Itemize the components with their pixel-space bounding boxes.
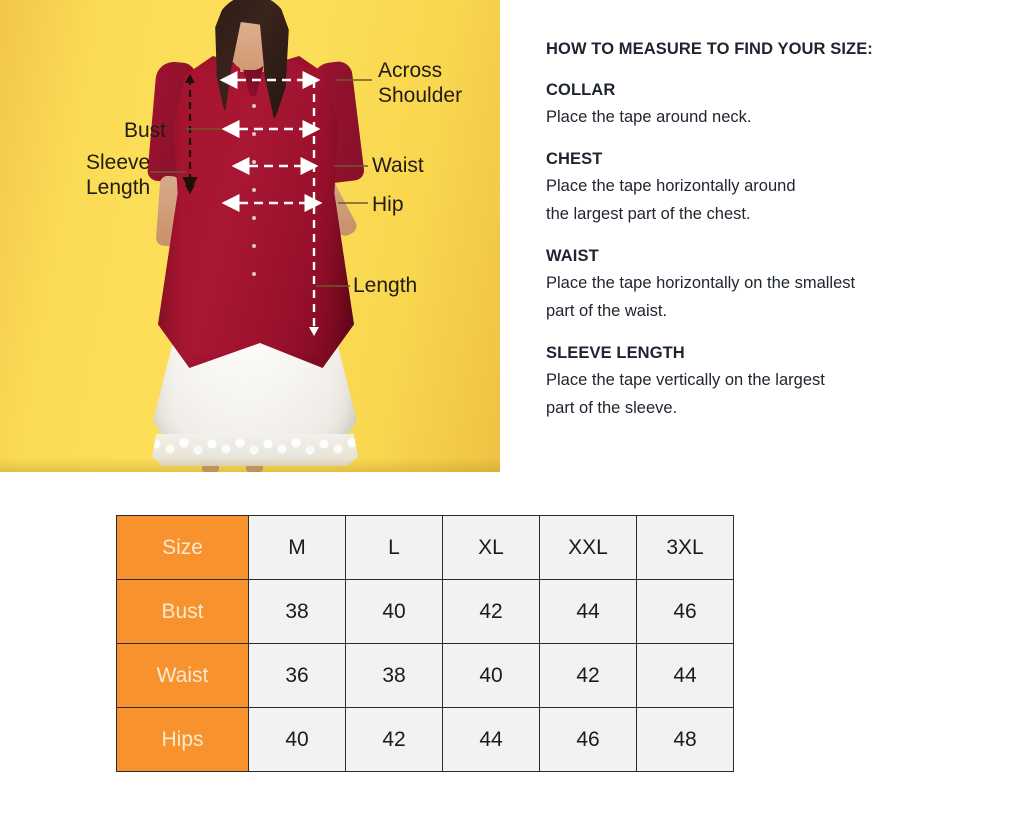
table-rowhead-bust: Bust [116, 579, 249, 644]
table-cell-size-xl: XL [442, 515, 540, 580]
instruction-block-collar: COLLAR Place the tape around neck. [546, 81, 986, 131]
measure-instructions-panel: HOW TO MEASURE TO FIND YOUR SIZE: COLLAR… [546, 40, 986, 441]
table-cell-hips-l: 42 [345, 707, 443, 772]
size-chart-table: Size M L XL XXL 3XL Bust 38 40 42 44 46 … [116, 515, 734, 772]
table-row: Bust 38 40 42 44 46 [116, 579, 734, 644]
table-rowhead-hips: Hips [116, 707, 249, 772]
instructions-title: HOW TO MEASURE TO FIND YOUR SIZE: [546, 40, 873, 58]
label-across-shoulder: Across Shoulder [378, 59, 463, 107]
table-cell-bust-l: 40 [345, 579, 443, 644]
lace-hem [152, 434, 358, 466]
table-cell-size-xxl: XXL [539, 515, 637, 580]
instruction-block-waist: WAIST Place the tape horizontally on the… [546, 247, 986, 325]
model-photo-panel: Across Shoulder Bust Sleeve Length Waist… [0, 0, 500, 472]
label-sleeve-length: Sleeve Length [86, 151, 151, 199]
instruction-body-chest: Place the tape horizontally around the l… [546, 177, 796, 223]
table-cell-waist-3xl: 44 [636, 643, 734, 708]
table-cell-bust-m: 38 [248, 579, 346, 644]
table-cell-waist-m: 36 [248, 643, 346, 708]
top-section: Across Shoulder Bust Sleeve Length Waist… [0, 0, 986, 472]
table-cell-waist-xxl: 42 [539, 643, 637, 708]
table-row: Hips 40 42 44 46 48 [116, 707, 734, 772]
table-cell-hips-xl: 44 [442, 707, 540, 772]
table-cell-waist-l: 38 [345, 643, 443, 708]
table-row: Waist 36 38 40 42 44 [116, 643, 734, 708]
label-length: Length [353, 274, 418, 297]
instruction-block-chest: CHEST Place the tape horizontally around… [546, 150, 986, 228]
instruction-heading-waist: WAIST [546, 247, 599, 265]
label-waist: Waist [372, 154, 424, 177]
table-cell-size-l: L [345, 515, 443, 580]
placket-button [252, 104, 256, 108]
sleeve-length-guide [182, 74, 198, 194]
instruction-heading-chest: CHEST [546, 150, 603, 168]
table-rowhead-waist: Waist [116, 643, 249, 708]
instruction-heading-sleeve-length: SLEEVE LENGTH [546, 344, 685, 362]
table-cell-size-3xl: 3XL [636, 515, 734, 580]
placket-button [252, 272, 256, 276]
table-rowhead-size: Size [116, 515, 249, 580]
measurement-guides [150, 70, 372, 336]
label-bust: Bust [124, 119, 167, 142]
table-cell-bust-xl: 42 [442, 579, 540, 644]
instruction-block-sleeve-length: SLEEVE LENGTH Place the tape vertically … [546, 344, 986, 422]
instruction-body-collar: Place the tape around neck. [546, 108, 752, 126]
model-figure [128, 0, 378, 472]
table-cell-bust-xxl: 44 [539, 579, 637, 644]
table-cell-hips-3xl: 48 [636, 707, 734, 772]
placket-button [252, 216, 256, 220]
table-cell-bust-3xl: 46 [636, 579, 734, 644]
length-guide [309, 80, 319, 336]
table-cell-size-m: M [248, 515, 346, 580]
table-cell-hips-m: 40 [248, 707, 346, 772]
table-cell-hips-xxl: 46 [539, 707, 637, 772]
table-cell-waist-xl: 40 [442, 643, 540, 708]
placket-button [252, 188, 256, 192]
instruction-body-sleeve-length: Place the tape vertically on the largest… [546, 371, 825, 417]
size-chart-table-container: Size M L XL XXL 3XL Bust 38 40 42 44 46 … [116, 515, 734, 772]
instruction-body-waist: Place the tape horizontally on the small… [546, 274, 856, 320]
placket-button [252, 244, 256, 248]
label-hip: Hip [372, 193, 404, 216]
table-row: Size M L XL XXL 3XL [116, 515, 734, 580]
instruction-heading-collar: COLLAR [546, 81, 616, 99]
